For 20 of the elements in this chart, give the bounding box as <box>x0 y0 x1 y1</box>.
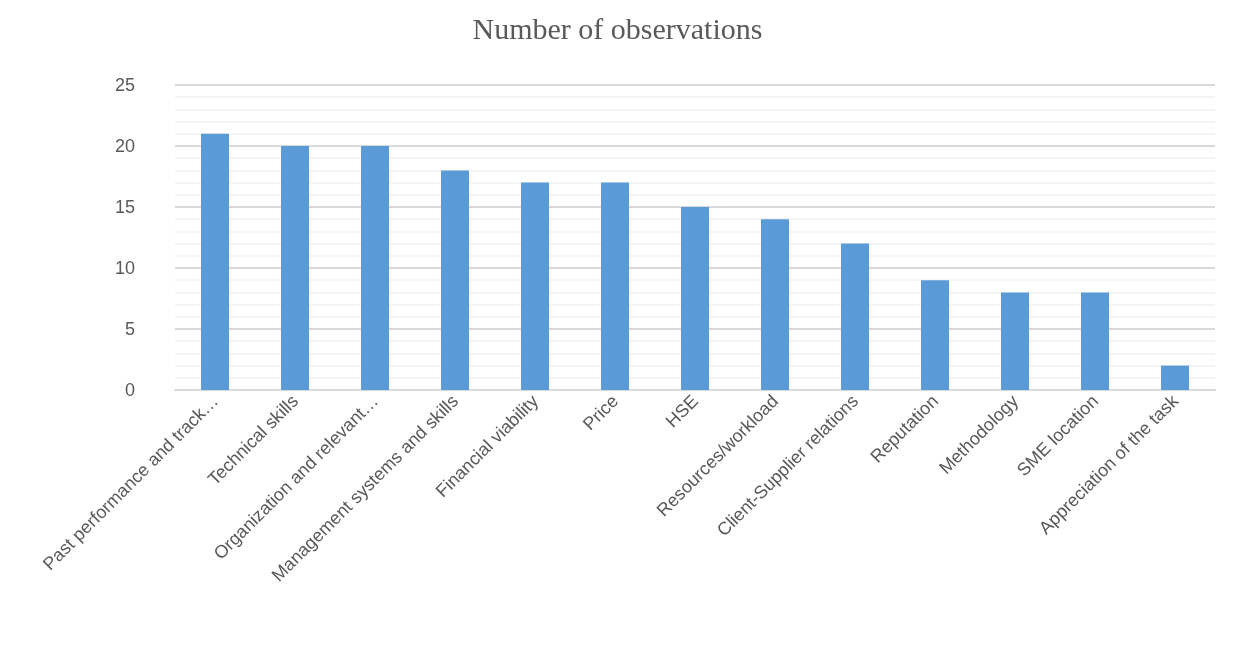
y-tick-label: 25 <box>114 75 135 95</box>
bar <box>441 170 469 390</box>
bar <box>601 182 629 390</box>
bar <box>921 280 949 390</box>
bar <box>201 133 229 390</box>
bar <box>1081 292 1109 390</box>
bar <box>281 146 309 390</box>
bar <box>521 182 549 390</box>
bar <box>761 219 789 390</box>
y-tick-label: 0 <box>124 380 135 400</box>
y-tick-label: 5 <box>124 319 135 339</box>
y-tick-label: 15 <box>114 197 135 217</box>
y-tick-label: 20 <box>114 136 135 156</box>
bar <box>681 207 709 390</box>
y-tick-label: 10 <box>114 258 135 278</box>
chart-title: Number of observations <box>472 11 763 45</box>
bar <box>1001 292 1029 390</box>
bar <box>841 243 869 390</box>
bar <box>1161 365 1189 390</box>
bar <box>361 146 389 390</box>
